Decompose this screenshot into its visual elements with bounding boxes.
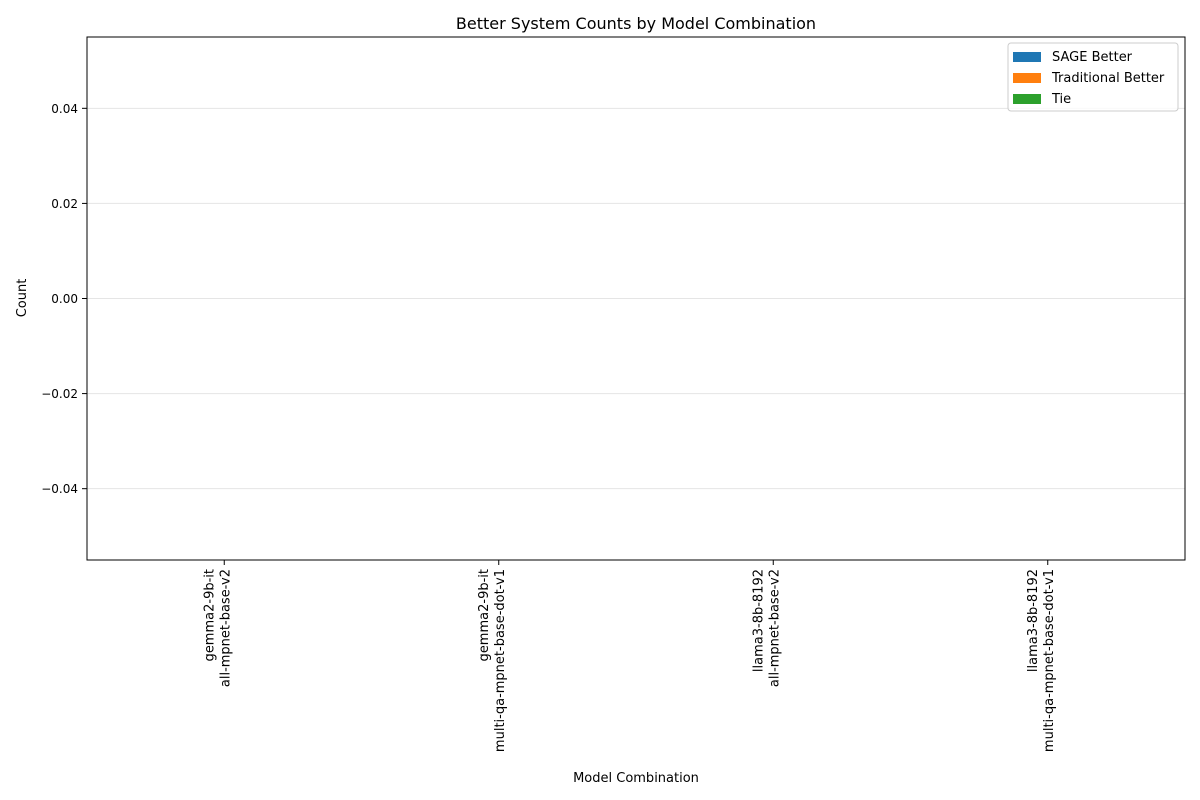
x-tick-label-line: multi-qa-mpnet-base-dot-v1	[493, 569, 508, 752]
y-axis-label: Count	[15, 279, 30, 318]
y-gridlines	[87, 107, 1185, 490]
x-tick-label-line: all-mpnet-base-v2	[218, 569, 233, 687]
y-tick-label: 0.04	[51, 102, 78, 116]
x-tick-label: gemma2-9b-itmulti-qa-mpnet-base-dot-v1	[477, 569, 508, 752]
x-axis-label: Model Combination	[573, 771, 699, 786]
legend-label: SAGE Better	[1052, 50, 1133, 65]
x-tick-label: llama3-8b-8192all-mpnet-base-v2	[751, 569, 782, 687]
legend: SAGE Better Traditional Better Tie	[1007, 42, 1179, 112]
x-tick-label-line: multi-qa-mpnet-base-dot-v1	[1042, 569, 1057, 752]
x-tick-label-line: all-mpnet-base-v2	[767, 569, 782, 687]
x-axis-ticks: gemma2-9b-itall-mpnet-base-v2 gemma2-9b-i…	[202, 560, 1057, 752]
legend-label: Tie	[1051, 92, 1071, 107]
legend-box	[1007, 42, 1179, 112]
y-tick-label: 0.00	[51, 292, 78, 306]
x-tick-label-line: gemma2-9b-it	[477, 569, 492, 661]
x-tick-label-line: gemma2-9b-it	[202, 569, 217, 661]
y-axis-ticks: −0.04 −0.02 0.00 0.02 0.04	[41, 102, 87, 496]
legend-swatch	[1013, 52, 1041, 62]
x-tick-label: llama3-8b-8192multi-qa-mpnet-base-dot-v1	[1026, 569, 1057, 752]
x-tick-label-line: llama3-8b-8192	[751, 569, 766, 672]
y-tick-label: −0.04	[41, 482, 78, 496]
legend-swatch	[1013, 94, 1041, 104]
x-tick-label: gemma2-9b-itall-mpnet-base-v2	[202, 569, 233, 687]
legend-swatch	[1013, 73, 1041, 83]
chart-title: Better System Counts by Model Combinatio…	[456, 14, 816, 33]
x-tick-label-line: llama3-8b-8192	[1026, 569, 1041, 672]
y-tick-label: −0.02	[41, 387, 78, 401]
legend-label: Traditional Better	[1051, 71, 1165, 86]
y-tick-label: 0.02	[51, 197, 78, 211]
